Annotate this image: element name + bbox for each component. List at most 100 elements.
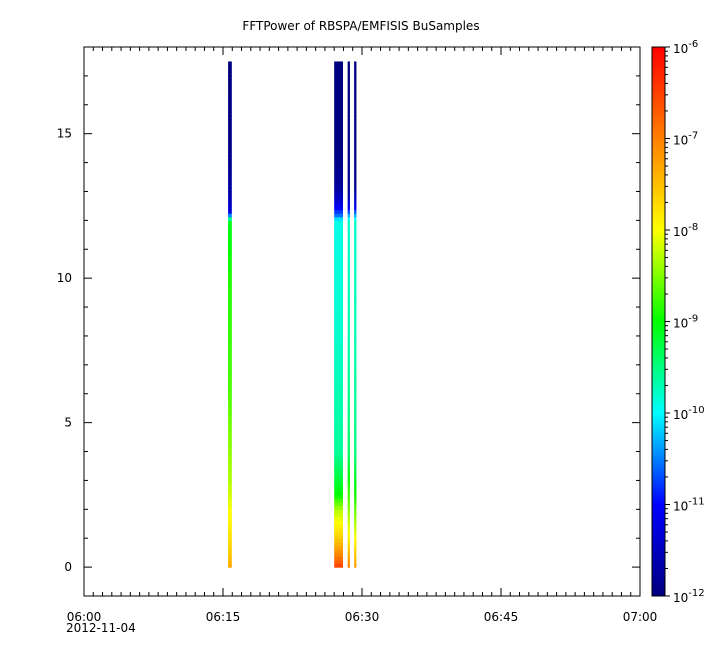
strip-cell: [334, 509, 344, 514]
strip-cell: [334, 538, 344, 543]
strip-cell: [228, 158, 232, 164]
strip-cell: [334, 462, 344, 467]
strip-cell: [334, 292, 344, 297]
plot-background: [84, 47, 640, 596]
strip-cell: [228, 126, 232, 131]
strip-cell: [334, 299, 344, 305]
strip-cell: [334, 458, 344, 463]
strip-cell: [228, 317, 232, 323]
strip-cell: [228, 140, 232, 146]
strip-cell: [354, 86, 357, 91]
strip-cell: [228, 187, 232, 193]
strip-cell: [228, 325, 232, 330]
strip-cell: [228, 281, 232, 286]
strip-cell: [334, 419, 344, 424]
strip-cell: [228, 263, 232, 268]
strip-cell: [228, 509, 232, 514]
strip-cell: [228, 415, 232, 420]
colorbar-tick-label: 10-12: [673, 588, 705, 605]
strip-cell: [228, 534, 232, 539]
strip-cell: [354, 158, 357, 164]
strip-cell: [347, 307, 350, 312]
strip-cell: [228, 274, 232, 279]
strip-cell: [347, 270, 350, 276]
strip-cell: [334, 386, 344, 391]
strip-cell: [347, 419, 350, 424]
strip-cell: [347, 231, 350, 236]
strip-cell: [228, 285, 232, 290]
strip-cell: [334, 559, 344, 565]
strip-cell: [354, 368, 357, 373]
strip-cell: [354, 549, 357, 554]
strip-cell: [347, 303, 350, 308]
strip-cell: [354, 462, 357, 467]
strip-cell: [228, 173, 232, 178]
strip-cell: [354, 400, 357, 406]
strip-cell: [228, 205, 232, 211]
strip-cell: [334, 455, 344, 460]
strip-cell: [228, 473, 232, 478]
strip-cell: [354, 346, 357, 351]
strip-cell: [228, 86, 232, 91]
strip-cell: [228, 245, 232, 250]
strip-cell: [228, 400, 232, 406]
strip-cell: [334, 242, 344, 247]
strip-cell: [354, 317, 357, 323]
strip-cell: [334, 426, 344, 431]
strip-cell: [334, 523, 344, 528]
strip-cell: [334, 216, 344, 221]
strip-cell: [354, 202, 357, 207]
strip-cell: [228, 310, 232, 315]
strip-cell: [228, 480, 232, 485]
strip-cell: [354, 155, 357, 160]
strip-cell: [347, 527, 350, 532]
strip-cell: [354, 440, 357, 445]
strip-cell: [347, 325, 350, 330]
strip-cell: [228, 451, 232, 456]
strip-cell: [354, 263, 357, 268]
strip-cell: [347, 458, 350, 463]
strip-cell: [354, 469, 357, 474]
strip-cell: [354, 332, 357, 337]
strip-cell: [334, 281, 344, 286]
strip-cell: [228, 227, 232, 232]
strip-cell: [228, 512, 232, 518]
strip-cell: [354, 335, 357, 341]
strip-cell: [347, 447, 350, 453]
strip-cell: [334, 86, 344, 91]
strip-cell: [354, 556, 357, 561]
strip-cell: [334, 267, 344, 272]
strip-cell: [334, 505, 344, 510]
strip-cell: [228, 314, 232, 319]
strip-cell: [354, 108, 357, 113]
strip-cell: [347, 372, 350, 377]
strip-cell: [354, 177, 357, 182]
strip-cell: [354, 126, 357, 131]
strip-cell: [334, 270, 344, 276]
strip-cell: [334, 223, 344, 229]
strip-cell: [334, 451, 344, 456]
strip-cell: [354, 238, 357, 243]
strip-cell: [334, 274, 344, 279]
strip-cell: [354, 372, 357, 377]
strip-cell: [354, 422, 357, 427]
strip-cell: [334, 480, 344, 485]
strip-cell: [228, 541, 232, 547]
strip-cell: [347, 65, 350, 70]
strip-cell: [347, 180, 350, 185]
strip-cell: [347, 559, 350, 565]
strip-cell: [228, 61, 232, 66]
strip-cell: [347, 314, 350, 319]
strip-cell: [347, 169, 350, 175]
strip-cell: [347, 451, 350, 456]
strip-cell: [347, 260, 350, 265]
strip-cell: [354, 296, 357, 301]
strip-cell: [228, 252, 232, 258]
strip-cell: [334, 310, 344, 315]
strip-cell: [228, 155, 232, 160]
strip-cell: [347, 151, 350, 156]
strip-cell: [354, 538, 357, 543]
strip-cell: [228, 556, 232, 561]
strip-cell: [334, 68, 344, 73]
strip-cell: [347, 487, 350, 492]
